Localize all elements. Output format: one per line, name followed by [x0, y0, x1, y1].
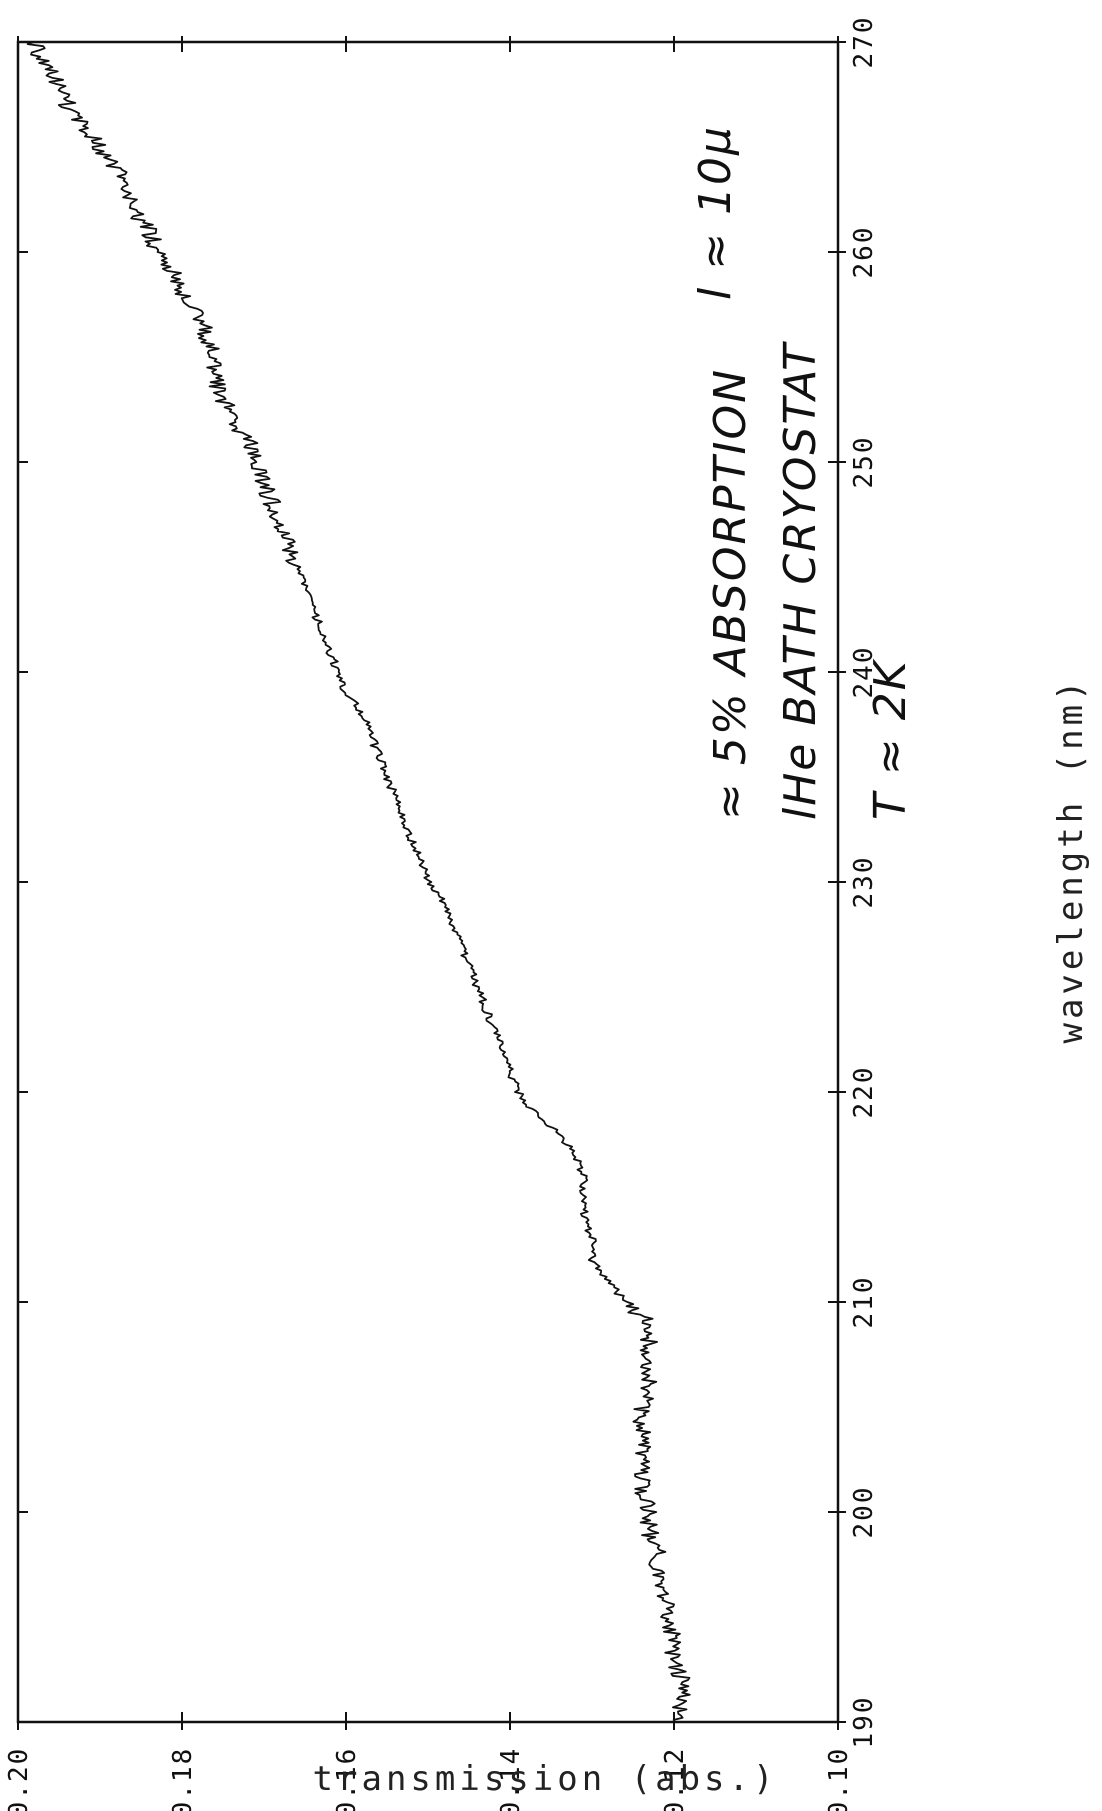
- y-axis-title: transmission (abs.): [313, 1759, 778, 1799]
- x-tick-label: 200: [849, 1486, 879, 1539]
- x-tick-label: 220: [849, 1066, 879, 1119]
- y-axis-ticks: 0.10 0.12 0.14 0.16 0.18 0.20: [4, 36, 854, 1811]
- x-axis-ticks: 190 200 210 220 230 240 250 260 270: [18, 16, 879, 1749]
- y-tick-label: 0.12: [660, 1747, 690, 1811]
- x-tick-label: 210: [849, 1276, 879, 1329]
- y-tick-label: 0.10: [824, 1747, 854, 1811]
- x-tick-label: 250: [849, 436, 879, 489]
- transmission-line: [26, 41, 691, 1723]
- x-tick-label: 190: [849, 1696, 879, 1749]
- x-tick-label: 240: [849, 646, 879, 699]
- annotation-cryostat: lHe BATH CRYOSTAT: [775, 341, 826, 820]
- annotation-thickness: l ≈ 10μ: [690, 125, 741, 300]
- y-tick-label: 0.14: [496, 1747, 526, 1811]
- x-tick-label: 260: [849, 226, 879, 279]
- annotation-absorption: ≈ 5% ABSORPTION: [705, 368, 756, 820]
- x-tick-label: 270: [849, 16, 879, 69]
- x-axis-title: wavelength (nm): [1051, 676, 1091, 1043]
- data-series: [26, 41, 691, 1723]
- x-tick-label: 230: [849, 856, 879, 909]
- y-tick-label: 0.20: [4, 1747, 34, 1811]
- y-tick-label: 0.16: [332, 1747, 362, 1811]
- y-tick-label: 0.18: [168, 1747, 198, 1811]
- annotation-temperature: T ≈ 2K: [865, 658, 916, 820]
